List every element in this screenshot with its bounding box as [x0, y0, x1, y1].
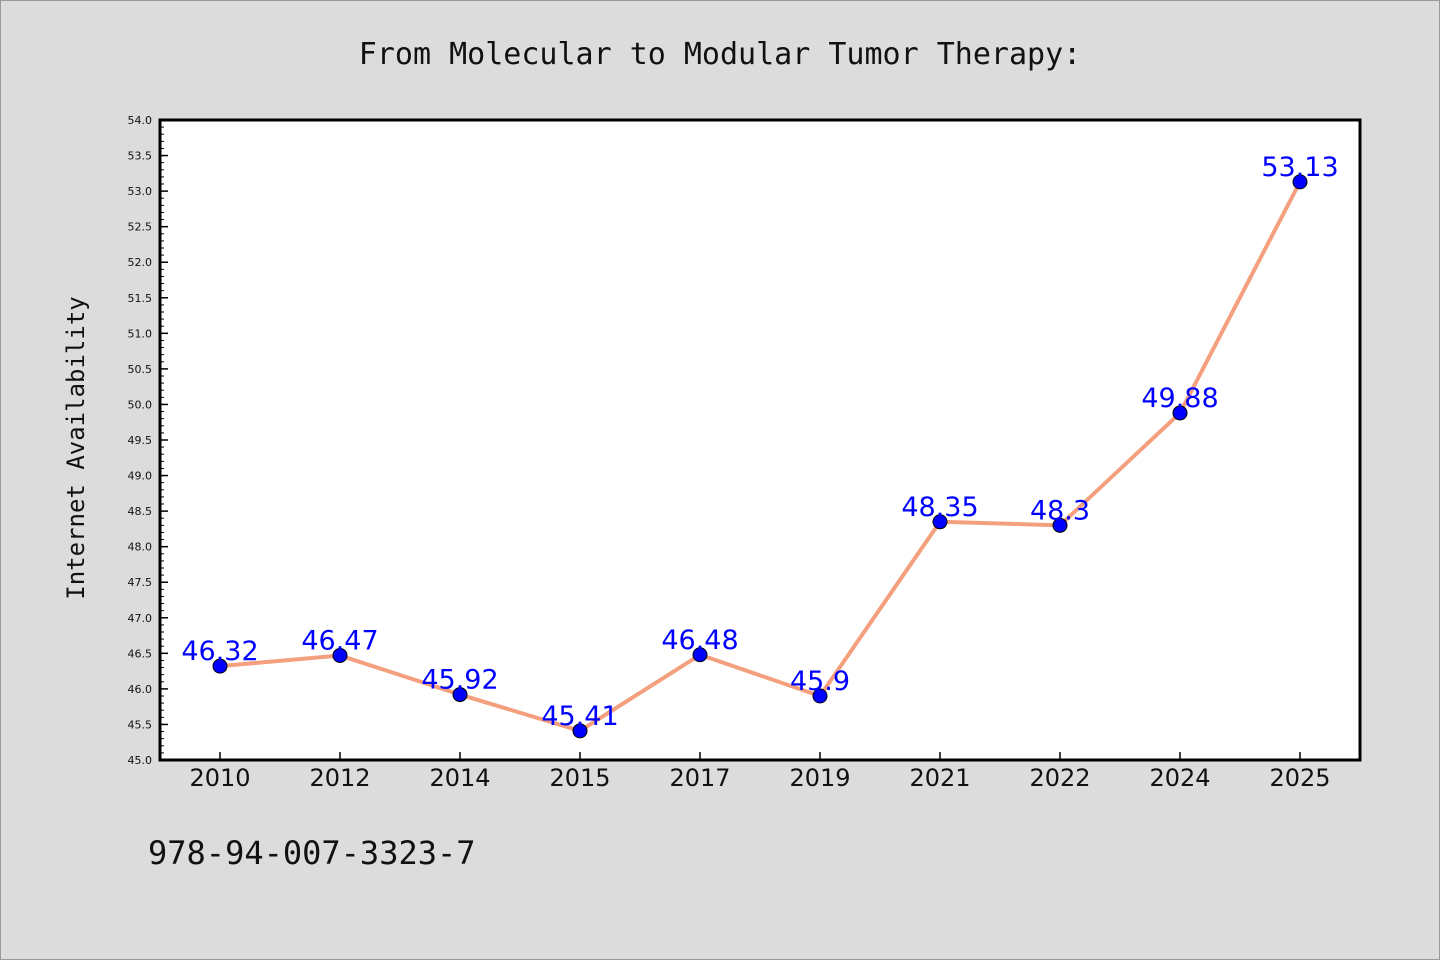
data-label: 46.48: [661, 625, 738, 656]
y-tick-label: 45.5: [128, 718, 153, 731]
y-tick-label: 45.0: [128, 754, 153, 767]
y-tick-label: 49.5: [128, 434, 153, 447]
data-point: [692, 647, 708, 663]
y-axis-label: Internet Availability: [62, 296, 90, 599]
y-tick-label: 53.5: [128, 150, 153, 163]
y-tick-label: 47.5: [128, 576, 153, 589]
data-point: [932, 514, 948, 530]
x-tick-label: 2012: [309, 764, 370, 792]
data-label: 46.32: [181, 636, 258, 667]
data-point: [212, 658, 228, 674]
data-point: [572, 723, 588, 739]
y-tick-label: 48.0: [128, 541, 153, 554]
y-tick-label: 51.5: [128, 292, 153, 305]
x-tick-label: 2019: [789, 764, 850, 792]
data-label: 46.47: [301, 625, 378, 656]
y-tick-label: 46.0: [128, 683, 153, 696]
data-labels: 46.32 46.47 45.92 45.41 46.48 45.9 48.35 48.3 49…: [181, 152, 1338, 732]
y-tick-label: 50.0: [128, 398, 153, 411]
y-tick-label: 48.5: [128, 505, 153, 518]
y-tick-label: 53.0: [128, 185, 153, 198]
x-tick-label: 2024: [1149, 764, 1210, 792]
data-label: 48.35: [901, 492, 978, 523]
data-point: [1292, 174, 1308, 190]
data-label: 45.9: [790, 666, 850, 697]
data-label: 48.3: [1030, 495, 1090, 526]
y-tick-label: 46.5: [128, 647, 153, 660]
x-tick-label: 2014: [429, 764, 490, 792]
y-tick-label: 49.0: [128, 470, 153, 483]
x-tick-label: 2015: [549, 764, 610, 792]
chart-title: From Molecular to Modular Tumor Therapy:: [359, 37, 1081, 72]
data-label: 53.13: [1261, 152, 1338, 183]
data-label: 45.92: [421, 665, 498, 696]
series-layer: [212, 174, 1308, 739]
x-tick-label: 2025: [1269, 764, 1330, 792]
plot-area: [160, 120, 1360, 760]
series-line: [218, 179, 1302, 733]
y-tick-label: 54.0: [128, 114, 153, 127]
y-tick-label: 51.0: [128, 327, 153, 340]
footer-isbn: 978-94-007-3323-7: [148, 834, 476, 872]
y-tick-label: 52.0: [128, 256, 153, 269]
y-tick-label: 47.0: [128, 612, 153, 625]
data-label: 45.41: [541, 701, 618, 732]
data-point: [1172, 405, 1188, 421]
x-tick-label: 2021: [909, 764, 970, 792]
y-tick-label: 50.5: [128, 363, 153, 376]
x-tick-label: 2017: [669, 764, 730, 792]
plot-frame: [158, 118, 1362, 762]
data-point: [1052, 517, 1068, 533]
y-tick-labels: 45.0 45.5 46.0 46.5 47.0 47.5 48.0 48.5 49.0 49.5…: [128, 114, 153, 767]
x-tick-label: 2010: [189, 764, 250, 792]
x-tick-label: 2022: [1029, 764, 1090, 792]
x-tick-labels: 2010 2012 2014 2015 2017 2019 2021 2022 2024 2025: [189, 764, 1330, 792]
data-point: [812, 688, 828, 704]
data-point: [332, 647, 348, 663]
y-tick-label: 52.5: [128, 221, 153, 234]
data-point: [452, 687, 468, 703]
data-label: 49.88: [1141, 383, 1218, 414]
